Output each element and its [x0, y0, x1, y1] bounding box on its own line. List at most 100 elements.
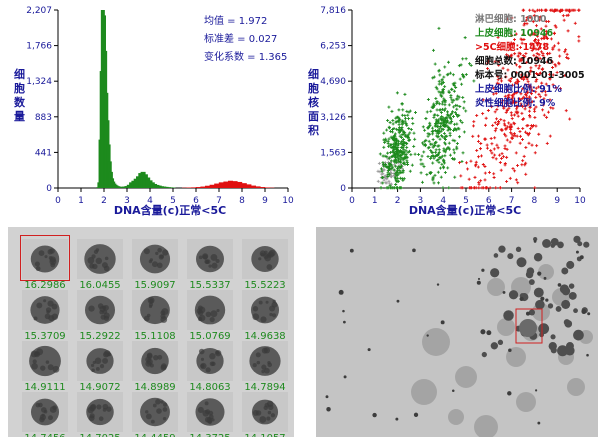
scatter-point — [382, 138, 386, 142]
scatter-point — [502, 122, 506, 126]
scatter-point — [531, 8, 535, 12]
scatter-point — [566, 29, 570, 33]
scatter-point — [565, 52, 569, 56]
scatter-point — [523, 21, 527, 25]
scatter-point — [534, 58, 538, 62]
scatter-point — [529, 100, 533, 104]
cell-granule — [94, 357, 102, 365]
scatter-point — [490, 105, 494, 109]
cell-nucleus-image — [22, 290, 68, 330]
scatter-point — [522, 23, 526, 27]
field-particle — [586, 353, 589, 357]
scatter-point — [515, 107, 519, 111]
scatter-point — [423, 139, 427, 143]
scatter-y-tick-label: 1,563 — [320, 148, 346, 158]
scatter-point — [499, 118, 503, 122]
cell-granule — [216, 308, 220, 313]
scatter-point — [399, 145, 403, 149]
scatter-point — [524, 93, 528, 97]
scatter-point — [509, 124, 513, 128]
scatter-point — [492, 92, 496, 96]
scatter-point — [512, 121, 516, 125]
scatter-point — [520, 41, 524, 45]
scatter-point — [382, 131, 386, 135]
cell-thumbnail[interactable] — [242, 392, 288, 432]
cell-granule — [200, 357, 205, 361]
scatter-point — [458, 161, 462, 165]
hist-x-tick-label: 6 — [193, 196, 199, 206]
cell-value-label: 15.2922 — [79, 331, 121, 342]
field-particle — [343, 320, 346, 324]
scatter-point — [428, 121, 432, 125]
scatter-point — [505, 17, 509, 21]
cell-thumbnail[interactable] — [22, 341, 68, 381]
cell-nucleus-image — [22, 341, 68, 381]
cell-granule — [152, 403, 157, 408]
field-nucleus — [564, 320, 573, 328]
scatter-y-tick-label: 0 — [340, 184, 346, 194]
scatter-point — [524, 52, 528, 56]
scatter-point — [521, 127, 525, 131]
cell-granule — [157, 354, 163, 360]
field-nucleus — [561, 299, 571, 309]
field-particle — [349, 248, 354, 253]
cell-thumbnail[interactable] — [22, 392, 68, 432]
cell-thumbnail[interactable] — [77, 239, 123, 279]
cell-granule — [149, 258, 154, 262]
scatter-point — [525, 90, 529, 94]
scatter-point — [517, 79, 521, 83]
scatter-point — [481, 98, 485, 102]
scatter-point — [437, 148, 441, 152]
scatter-point — [526, 80, 530, 84]
cell-thumbnail[interactable] — [187, 239, 233, 279]
scatter-point — [573, 8, 577, 12]
scatter-point — [484, 116, 488, 120]
scatter-point — [491, 86, 495, 90]
cell-thumbnail[interactable] — [242, 290, 288, 330]
cell-thumbnail[interactable] — [132, 341, 178, 381]
cell-thumbnail[interactable] — [242, 239, 288, 279]
cell-value-label: 14.9111 — [24, 382, 66, 393]
scatter-point — [452, 89, 456, 93]
scatter-point — [495, 143, 499, 147]
hist-bar — [205, 185, 210, 188]
cell-thumbnail[interactable] — [132, 392, 178, 432]
cell-thumbnail[interactable] — [187, 341, 233, 381]
scatter-point — [503, 144, 507, 148]
scatter-point — [524, 104, 528, 108]
cell-granule — [204, 401, 209, 406]
cell-thumbnail[interactable] — [132, 290, 178, 330]
cell-granule — [147, 297, 155, 304]
scatter-point — [401, 139, 405, 143]
scatter-point — [516, 114, 520, 118]
cell-granule — [155, 251, 159, 256]
scatter-point — [521, 8, 525, 12]
cell-thumbnail[interactable] — [22, 290, 68, 330]
scatter-point — [496, 35, 500, 39]
scatter-point — [471, 134, 475, 138]
scatter-point — [473, 164, 477, 168]
cell-thumbnail[interactable] — [77, 341, 123, 381]
cell-thumbnail[interactable] — [22, 239, 68, 279]
scatter-point — [505, 109, 509, 113]
scatter-point — [521, 105, 525, 109]
scatter-point — [420, 141, 424, 145]
cell-thumbnail[interactable] — [187, 392, 233, 432]
scatter-point — [537, 53, 541, 57]
scatter-point — [475, 149, 479, 153]
scatter-point — [533, 14, 537, 18]
cell-thumbnail[interactable] — [77, 290, 123, 330]
scatter-point — [400, 102, 404, 106]
scatter-point — [405, 146, 409, 150]
cell-thumbnail[interactable] — [77, 392, 123, 432]
cell-thumbnail[interactable] — [187, 290, 233, 330]
cell-thumbnail[interactable] — [242, 341, 288, 381]
cell-thumbnail[interactable] — [132, 239, 178, 279]
scatter-point — [452, 148, 456, 152]
scatter-point — [432, 75, 436, 79]
scatter-point — [443, 119, 447, 123]
scatter-point — [443, 150, 447, 154]
scatter-point — [454, 103, 458, 107]
hist-stat-0: 均值 = 1.972 — [204, 14, 267, 27]
scatter-point — [448, 134, 452, 138]
